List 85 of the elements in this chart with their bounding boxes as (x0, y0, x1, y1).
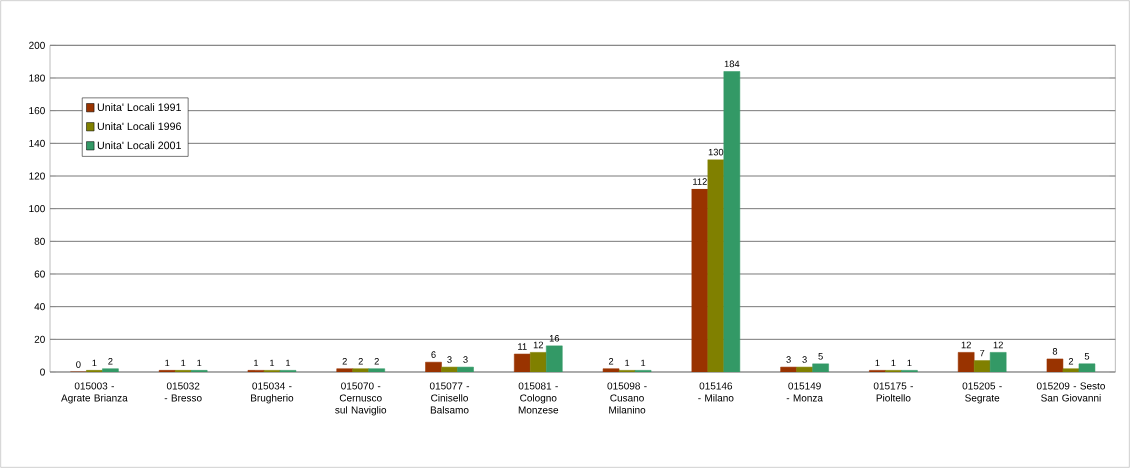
bar (441, 366, 458, 372)
data-label: 12 (961, 341, 971, 349)
bar (723, 71, 741, 372)
bar (1046, 358, 1064, 372)
y-tick-label: 60 (34, 270, 45, 278)
bar (691, 188, 709, 372)
data-label: 6 (431, 351, 436, 358)
legend-label: Unita' Locali 2001 (97, 141, 181, 150)
legend-label: Unita' Locali 1996 (97, 122, 181, 131)
bar (780, 366, 797, 372)
x-tick-label: 015146 - Milano (698, 382, 734, 402)
data-label: 8 (1052, 348, 1058, 355)
x-tick-label: 015098 - Cusano Milanino (607, 382, 647, 414)
bar (812, 363, 829, 372)
data-label: 1 (165, 359, 170, 367)
data-label: 5 (1084, 353, 1090, 360)
y-tick-label: 100 (29, 205, 45, 213)
x-tick-label: 015077 - Cinisello Balsamo (429, 382, 470, 414)
data-label: 2 (358, 357, 363, 365)
data-label: 1 (254, 359, 259, 367)
data-label: 184 (724, 60, 740, 68)
x-tick-label: 015034 - Brugherio (251, 382, 294, 404)
x-tick-label: 015003 - Agrate Brianza (61, 382, 128, 404)
data-label: 2 (608, 357, 614, 365)
data-label: 7 (980, 349, 985, 357)
data-label: 2 (108, 357, 113, 365)
y-tick-label: 180 (29, 74, 45, 82)
data-label: 130 (708, 148, 724, 156)
data-label: 1 (625, 359, 630, 367)
y-tick-label: 80 (34, 237, 45, 245)
data-label: 5 (818, 353, 823, 360)
x-tick-label: 015081 - Cologno Monzese (518, 382, 559, 414)
data-label: 1 (286, 359, 291, 367)
data-label: 16 (549, 335, 560, 342)
data-label: 2 (374, 357, 379, 365)
bar (1062, 368, 1080, 372)
data-label: 12 (993, 341, 1003, 349)
bar (425, 361, 442, 372)
bar (336, 368, 353, 372)
bar (530, 352, 547, 372)
bar (602, 368, 620, 372)
data-label: 3 (447, 356, 452, 363)
data-label: 1 (891, 359, 896, 367)
legend-label: Unita' Locali 1991 (97, 103, 181, 112)
x-tick-label: 015032 - Bresso (164, 382, 202, 402)
bar (973, 360, 991, 372)
bar (1078, 363, 1096, 372)
bar (102, 368, 119, 372)
y-tick-label: 200 (29, 41, 45, 49)
bar (957, 352, 975, 372)
bar (368, 368, 385, 372)
data-label: 3 (802, 356, 807, 363)
y-tick-label: 40 (34, 303, 45, 311)
data-label: 2 (1068, 357, 1074, 365)
data-label: 3 (463, 356, 468, 363)
data-label: 2 (342, 357, 347, 365)
x-tick-label: 015070 - Cernusco sul Naviglio (335, 382, 387, 416)
x-tick-label: 015205 - Segrate (962, 382, 1002, 404)
data-label: 1 (197, 359, 202, 367)
bar (352, 368, 369, 372)
data-label: 1 (641, 359, 646, 367)
data-label: 1 (907, 359, 912, 367)
x-tick-label: 015149 - Monza (786, 382, 823, 402)
x-tick-label: 015209 - Sesto San Giovanni (1036, 382, 1105, 402)
y-tick-label: 140 (29, 139, 45, 147)
data-label: 12 (533, 341, 544, 349)
data-label: 1 (92, 359, 97, 367)
bar (514, 353, 531, 372)
y-tick-label: 20 (34, 335, 45, 343)
y-tick-label: 0 (40, 368, 45, 376)
data-label: 0 (76, 361, 81, 368)
bar (707, 159, 725, 372)
data-label: 11 (518, 343, 527, 350)
data-label: 1 (270, 359, 275, 367)
data-label: 112 (693, 178, 707, 185)
x-tick-label: 015175 - Pioltello (873, 382, 913, 402)
data-label: 1 (875, 359, 880, 367)
data-label: 3 (786, 356, 791, 363)
y-tick-label: 120 (29, 172, 45, 180)
bar (989, 352, 1007, 372)
bar (546, 345, 563, 372)
y-tick-label: 160 (29, 107, 45, 115)
data-label: 1 (181, 359, 186, 367)
bar (796, 366, 813, 372)
bar (457, 366, 474, 372)
